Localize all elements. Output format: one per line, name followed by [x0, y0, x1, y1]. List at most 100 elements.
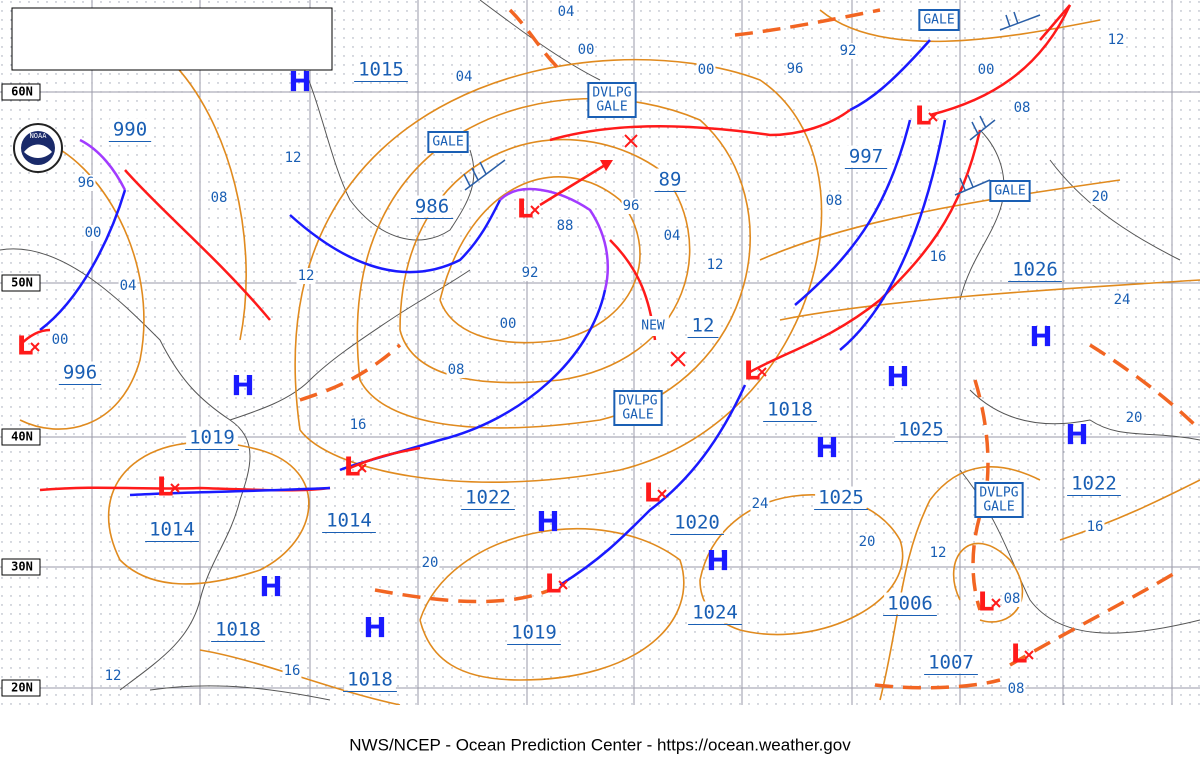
central-pressure: 1014	[326, 510, 372, 532]
low-center: L	[17, 332, 34, 362]
latitude-label-box	[1, 558, 41, 576]
warning-text: DVLPG	[618, 394, 657, 409]
pressure-bg	[688, 314, 718, 337]
isobar-label: 16	[284, 663, 301, 679]
pressure-bg	[462, 486, 514, 509]
high-center: H	[886, 360, 909, 393]
central-pressure: 1022	[465, 487, 511, 509]
isobar-label: 00	[52, 332, 69, 348]
isobar-label-bg	[1112, 292, 1132, 308]
pressure-bg	[186, 426, 238, 449]
warning-text: GALE	[622, 408, 653, 423]
warning-text: GALE	[923, 13, 954, 28]
central-pressure: 89	[659, 169, 682, 191]
isobar-label: 92	[522, 265, 539, 281]
isobar-label-bg	[705, 257, 725, 273]
isobar-label-bg	[283, 150, 303, 166]
isobar-label-bg	[928, 249, 948, 265]
isobar-label: 08	[826, 193, 843, 209]
central-pressure: 1006	[887, 593, 933, 615]
pressure-bg	[355, 58, 407, 81]
pressure-bg	[146, 518, 198, 541]
pressure-bg	[323, 509, 375, 532]
low-center: L	[915, 102, 932, 132]
isobar-label-bg	[1012, 100, 1032, 116]
warning-tag: GALE	[427, 131, 469, 153]
isobar-label: 20	[1126, 410, 1143, 426]
isobar-label-bg	[1002, 591, 1022, 607]
central-pressure: 1019	[511, 622, 557, 644]
warning-text: GALE	[994, 184, 1025, 199]
high-center: H	[1065, 418, 1088, 451]
high-center: H	[259, 570, 282, 603]
isobar-label-bg	[498, 316, 518, 332]
pressure-bg	[1068, 472, 1120, 495]
low-center: L	[644, 479, 661, 509]
isobar-label: 88	[557, 218, 574, 234]
isobar-label-bg	[576, 42, 596, 58]
isobars	[19, 9, 1200, 706]
low-center: L	[744, 357, 761, 387]
central-pressure: 1025	[818, 487, 864, 509]
warning-tag: NEW	[637, 316, 669, 336]
isobar-label: 00	[500, 316, 517, 332]
latitude-label-box	[1, 428, 41, 446]
pressure-bg	[845, 145, 887, 168]
low-marker	[757, 367, 767, 377]
isobar-label-bg	[928, 545, 948, 561]
isobar-label: 96	[78, 175, 95, 191]
pressure-bg	[655, 168, 685, 191]
isobar-label-bg	[556, 4, 576, 20]
isobar-label-bg	[83, 225, 103, 241]
pressure-bg	[344, 668, 396, 691]
isobar-label: 12	[285, 150, 302, 166]
high-center: H	[706, 544, 729, 577]
central-pressure: 12	[692, 315, 715, 337]
isobar-label-bg	[838, 43, 858, 59]
warning-tag: GALE	[989, 180, 1031, 202]
warning-box	[918, 9, 960, 31]
isobar-label: 20	[1092, 189, 1109, 205]
isobar-label: 00	[698, 62, 715, 78]
central-pressure: 1018	[347, 669, 393, 691]
high-center: H	[1029, 320, 1052, 353]
low-marker	[657, 489, 667, 499]
isobar-label: 08	[1014, 100, 1031, 116]
warning-box	[974, 482, 1024, 518]
logo-text: NOAA	[30, 132, 48, 140]
isobar-label-bg	[454, 69, 474, 85]
pressure-bg	[1009, 258, 1061, 281]
pressure-bg	[508, 621, 560, 644]
low-marker	[991, 598, 1001, 608]
low-marker	[530, 205, 540, 215]
warning-box	[587, 82, 637, 118]
isobar-label-bg	[621, 198, 641, 214]
isobar-label: 08	[448, 362, 465, 378]
central-pressure: 986	[415, 196, 449, 218]
footer: NWS/NCEP - Ocean Prediction Center - htt…	[349, 735, 851, 754]
central-pressure: 1020	[674, 512, 720, 534]
low-marker	[357, 463, 367, 473]
pressure-bg	[411, 195, 453, 218]
isobar-label-bg	[1006, 681, 1026, 697]
isobar-label: 20	[859, 534, 876, 550]
isobar-label: 92	[840, 43, 857, 59]
latitude-label: 40N	[11, 430, 33, 444]
warning-text: GALE	[432, 135, 463, 150]
isobar-label-bg	[420, 555, 440, 571]
low-marker	[928, 112, 938, 122]
warning-box	[427, 131, 469, 153]
low-marker	[558, 580, 568, 590]
isobar-label: 12	[1108, 32, 1125, 48]
isobar-label-bg	[750, 496, 770, 512]
warning-text: DVLPG	[592, 86, 631, 101]
low-marker	[170, 483, 180, 493]
isobar-label-bg	[785, 61, 805, 77]
isobar-label-bg	[976, 62, 996, 78]
isobar-label: 08	[1008, 681, 1025, 697]
high-center: H	[231, 369, 254, 402]
pressure-bg	[884, 592, 936, 615]
latitude-label: 60N	[11, 85, 33, 99]
pressure-bg	[925, 651, 977, 674]
